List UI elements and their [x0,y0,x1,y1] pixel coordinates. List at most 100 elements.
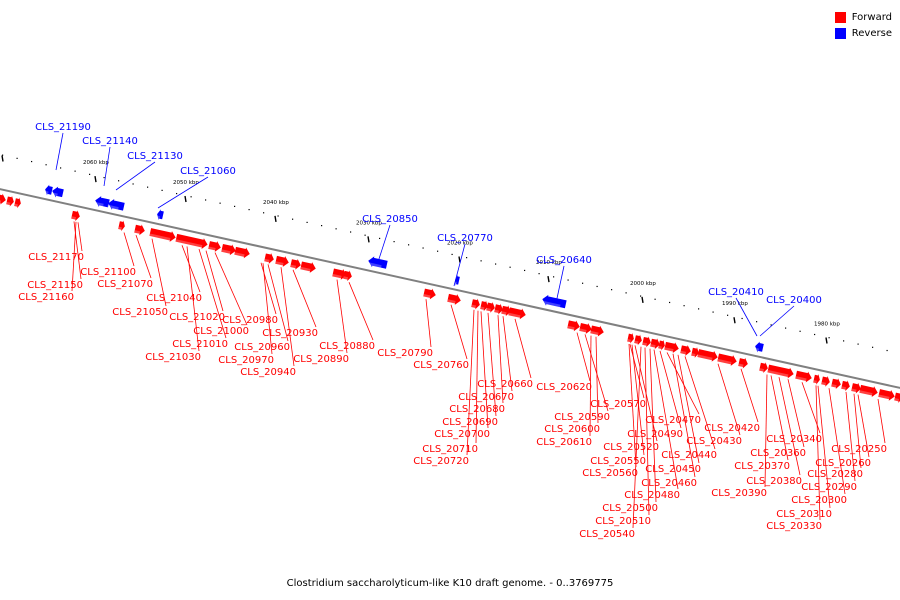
forward-gene-leader [514,318,532,379]
forward-gene-label: CLS_20890 [293,354,349,365]
forward-gene-label: CLS_20940 [240,367,296,378]
legend-item-reverse: Reverse [834,25,892,41]
forward-gene-leader [71,221,77,292]
scale-dot [654,298,656,300]
forward-gene [567,320,580,332]
kbp-label: 2010 kbp [536,260,562,266]
forward-gene [332,268,347,280]
forward-gene [821,375,830,387]
forward-gene [795,370,812,383]
scale-dot [219,202,221,204]
forward-gene [118,220,125,232]
scale-dot [553,276,555,278]
kbp-tick [184,195,187,203]
kbp-tick [641,296,644,304]
forward-gene [590,325,604,337]
genome-backbone [0,188,900,389]
forward-gene-label: CLS_21050 [112,307,168,318]
scale-dot [350,231,352,233]
forward-gene [851,382,861,394]
reverse-gene-label: CLS_20410 [708,287,764,298]
forward-gene-label: CLS_20440 [661,450,717,461]
reverse-gene-label: CLS_21190 [35,122,91,133]
forward-gene [813,373,820,385]
kbp-label: 1980 kbp [814,322,840,328]
forward-gene-label: CLS_21100 [80,267,136,278]
reverse-gene-leader [55,132,64,171]
map-caption: Clostridium saccharolyticum-like K10 dra… [286,578,614,589]
forward-gene-leader [845,391,856,482]
forward-gene [423,288,436,300]
scale-dot [567,279,569,281]
forward-gene-label: CLS_20310 [776,509,832,520]
forward-gene-label: CLS_21030 [145,352,201,363]
forward-gene-leader [857,394,870,458]
forward-gene-label: CLS_20260 [815,458,871,469]
scale-dot [89,173,91,175]
forward-gene [642,336,651,348]
forward-gene-leader [260,262,277,315]
forward-gene-label: CLS_20420 [704,423,760,434]
forward-gene-label: CLS_20620 [536,382,592,393]
forward-gene-label: CLS_20970 [218,355,274,366]
kbp-label: 2030 kbp [356,220,382,226]
forward-gene-leader [336,279,348,354]
forward-gene-label: CLS_20360 [750,448,806,459]
reverse-gene-label: CLS_20400 [766,295,822,306]
forward-gene-leader [123,232,135,267]
forward-gene-leader [186,246,200,352]
legend-reverse-label: Reverse [851,27,892,39]
scale-dot [770,324,772,326]
forward-gene-label: CLS_20980 [222,315,278,326]
forward-gene-label: CLS_20490 [627,429,683,440]
legend: Forward Reverse [834,9,892,41]
legend-item-forward: Forward [834,9,892,25]
forward-gene-label: CLS_20510 [595,516,651,527]
scale-dot [640,295,642,297]
forward-gene-label: CLS_20720 [413,456,469,467]
forward-gene-label: CLS_20340 [766,434,822,445]
forward-gene [343,270,352,282]
forward-gene-label: CLS_21070 [97,279,153,290]
scale-dot [74,170,76,172]
scale-dot [248,208,250,211]
forward-gene-label: CLS_20280 [807,469,863,480]
scale-dot [437,250,439,252]
forward-gene [0,193,6,205]
forward-gene-label: CLS_20370 [734,461,790,472]
scale-dot [727,314,729,316]
scale-dot [277,215,279,217]
forward-gene [275,255,289,267]
forward-gene-leader [348,282,374,341]
reverse-gene [754,341,764,353]
scale-dot [886,349,888,352]
kbp-tick [1,155,4,162]
kbp-label: 2020 kbp [447,240,473,246]
forward-gene-label: CLS_20960 [234,342,290,353]
forward-gene-leader [877,398,886,444]
reverse-gene-leader [115,161,156,191]
forward-gene-label: CLS_20500 [602,503,658,514]
forward-gene [494,303,503,315]
reverse-gene-leader [377,224,391,263]
reverse-gene-leader [759,305,795,337]
forward-gene-label: CLS_21000 [193,326,249,337]
forward-gene-leader [181,245,201,293]
forward-gene-leader [589,335,592,437]
scale-dot [118,180,120,182]
forward-gene [767,364,794,379]
scale-dot [379,237,381,240]
forward-gene-leader [198,248,227,339]
forward-gene-label: CLS_20450 [645,464,701,475]
kbp-tick [825,337,828,344]
forward-gene-leader [787,379,805,448]
forward-gene-label: CLS_20700 [434,429,490,440]
forward-gene [501,305,511,317]
scale-dot [538,273,540,275]
reverse-gene-leader [735,297,758,337]
kbp-label: 2060 kbp [83,160,109,166]
forward-gene-label: CLS_20930 [262,328,318,339]
scale-dot [466,257,468,259]
scale-dot [741,317,743,320]
